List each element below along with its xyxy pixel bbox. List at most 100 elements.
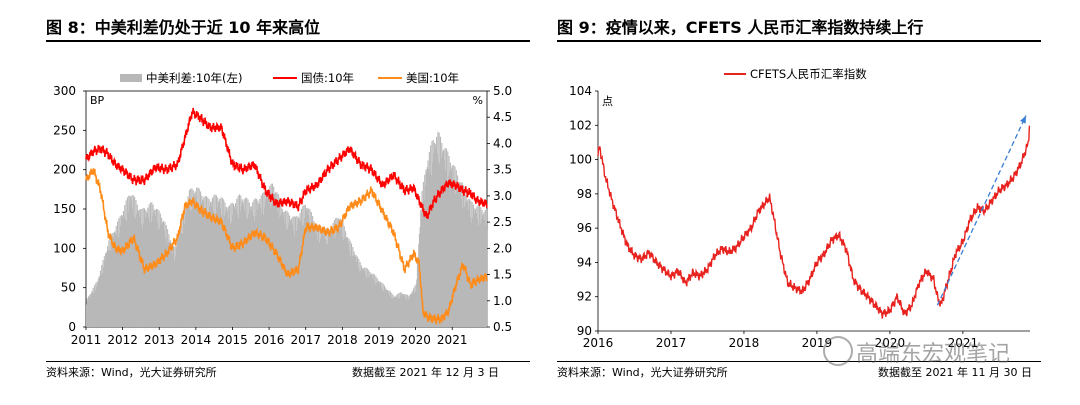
spread-bar [457,175,459,327]
spread-bar [425,169,427,327]
spread-bar [132,208,134,327]
spread-bar [374,274,376,327]
spread-bar [299,213,301,327]
spread-bar [420,210,422,327]
spread-bar [318,225,320,327]
spread-bar [129,195,131,327]
cfets-y-tick-label: 94 [577,255,592,269]
spread-bar [108,240,110,327]
left-y-tick-label: 250 [53,123,76,137]
spread-bar [457,185,459,327]
spread-bar [403,295,405,327]
right-y-tick-label: 2.0 [493,241,512,255]
right-y-tick-label: 2.5 [493,215,512,229]
spread-bar [443,149,445,327]
spread-bar [97,282,99,327]
spread-bar [414,291,417,327]
spread-bar [164,222,166,327]
spread-bar [211,197,214,327]
spread-bar [174,256,177,327]
spread-bar [439,164,441,327]
spread-bar [386,290,388,327]
spread-bar [351,256,353,327]
spread-bar [87,301,89,327]
spread-bar [248,213,250,327]
spread-bar [119,216,121,327]
spread-bar [380,286,382,327]
spread-bar [140,209,142,327]
spread-bar [475,213,477,327]
spread-bar [107,246,109,327]
right-source: 资料来源：Wind，光大证券研究所 [557,366,728,379]
spread-bar [257,200,259,327]
spread-bar [486,209,488,327]
left-y-tick-label: 300 [53,84,76,98]
spread-bar [474,209,477,327]
spread-bar [302,225,304,327]
spread-bar [399,292,401,327]
spread-bar [171,246,173,327]
spread-bar [219,208,221,327]
spread-bar [447,151,449,327]
spread-bar [252,215,254,327]
spread-bar [328,237,330,327]
spread-bar [91,292,94,327]
cfets-y-tick-label: 100 [569,153,592,167]
spread-bar [391,298,393,327]
left-y-tick-label: 150 [53,202,76,216]
spread-bar [176,247,178,327]
right-source-rule [557,361,1041,362]
spread-bar [244,197,246,327]
spread-bar [238,194,241,327]
cfets-x-tick-label: 2020 [875,336,906,350]
spread-bar [403,294,405,327]
spread-bar [255,216,257,327]
spread-bar [291,224,293,327]
spread-bar [219,198,221,327]
spread-bar [333,235,335,327]
spread-bar [221,197,223,327]
spread-bar [370,274,372,327]
spread-bar [455,170,457,327]
spread-bar [314,225,316,327]
spread-bar [345,231,347,327]
left-x-tick-label: 2011 [71,333,102,347]
spread-bar [262,214,264,327]
spread-bar [377,282,379,327]
spread-bar [460,181,462,327]
spread-bar [406,300,408,327]
spread-bar [86,304,88,327]
spread-bar [304,217,306,327]
spread-bar [418,233,420,327]
spread-bar [116,235,118,327]
spread-bar [204,195,206,327]
spread-bar [263,192,265,327]
spread-bar [238,218,240,327]
spread-bar [382,283,384,327]
spread-bar [217,197,219,327]
spread-bar [486,229,488,327]
left-x-tick-label: 2016 [254,333,285,347]
left-x-tick-label: 2020 [400,333,431,347]
spread-bar [115,233,117,327]
spread-bar [157,209,159,327]
spread-bar [480,207,482,327]
spread-bar [418,244,420,327]
spread-bar [355,255,357,327]
spread-bar [287,229,289,327]
spread-bar [478,225,480,327]
left-axis-unit: BP [90,94,105,107]
spread-bar [338,219,340,327]
spread-bar [273,186,275,327]
spread-bar [101,273,103,327]
spread-bar [349,240,351,327]
spread-bar [126,221,128,327]
spread-bar [271,183,273,327]
spread-bar [473,213,475,327]
spread-bar [366,277,368,327]
spread-bar [361,269,363,327]
spread-bar [484,219,486,327]
spread-bar [93,285,96,327]
spread-bar [310,230,312,327]
spread-bar [225,211,227,327]
